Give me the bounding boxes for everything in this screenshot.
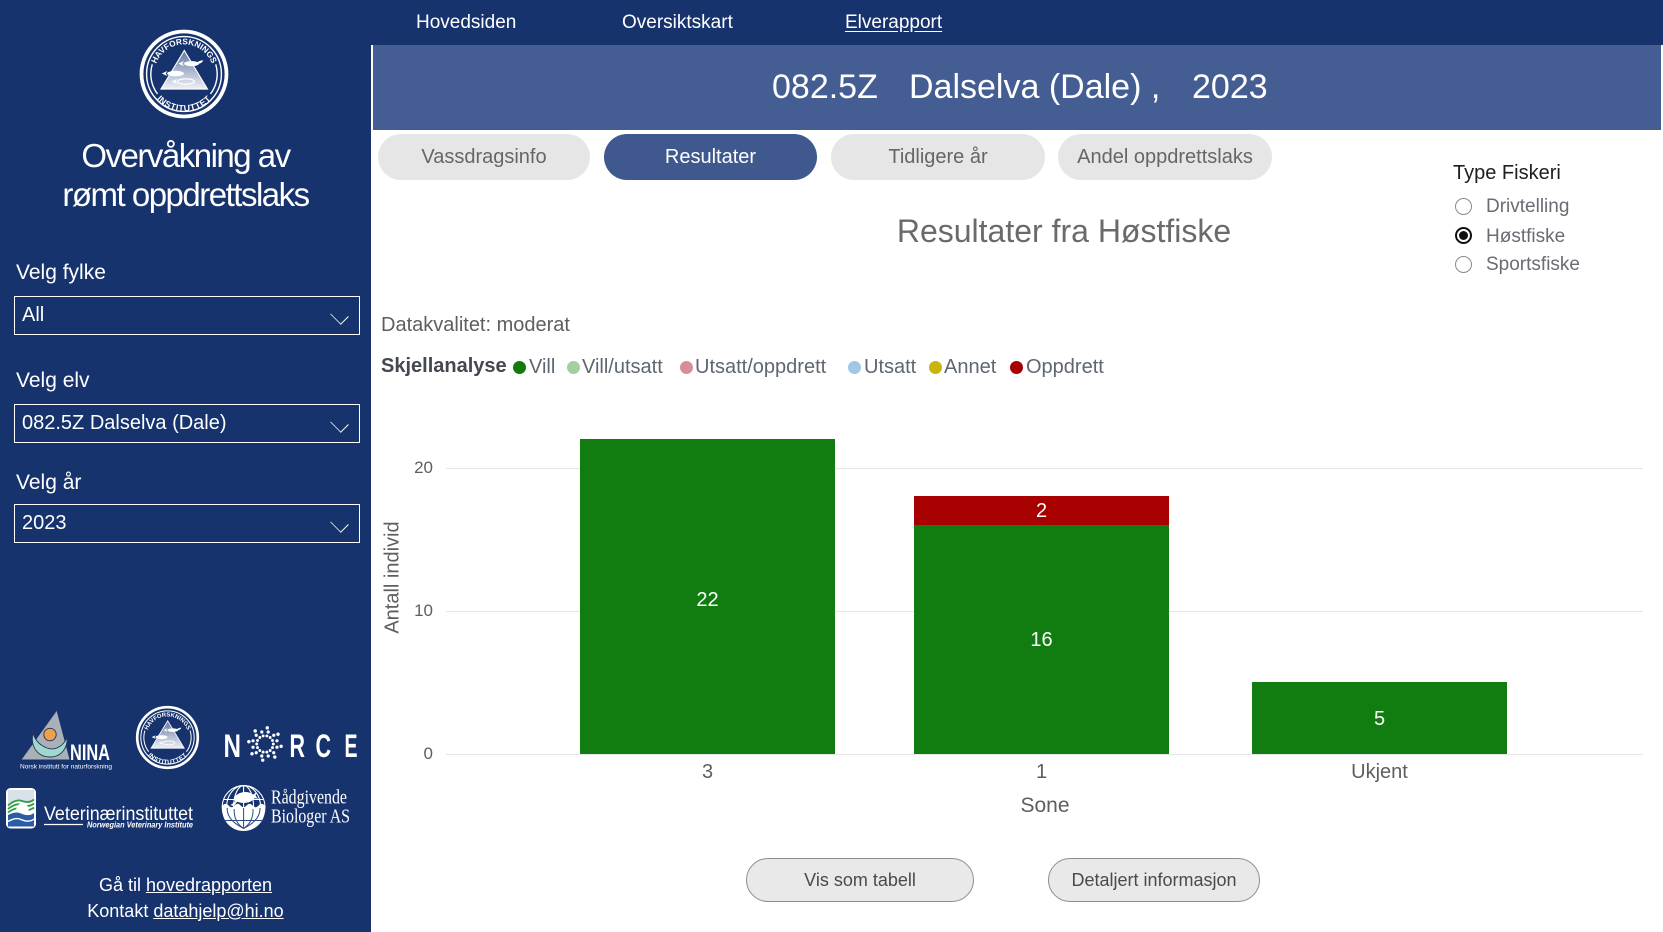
svg-text:E: E bbox=[345, 728, 358, 764]
svg-text:Norwegian Veterinary Institute: Norwegian Veterinary Institute bbox=[87, 820, 193, 830]
svg-text:C: C bbox=[316, 728, 332, 764]
svg-text:Veterinærinstituttet: Veterinærinstituttet bbox=[44, 803, 194, 825]
svg-text:R: R bbox=[290, 728, 306, 764]
svg-text:Rådgivende: Rådgivende bbox=[271, 788, 347, 809]
svg-text:Biologer AS: Biologer AS bbox=[271, 807, 350, 828]
svg-text:N: N bbox=[224, 728, 242, 764]
svg-text:NINA: NINA bbox=[70, 740, 110, 765]
svg-text:Norsk institutt for naturforsk: Norsk institutt for naturforskning bbox=[20, 764, 112, 771]
